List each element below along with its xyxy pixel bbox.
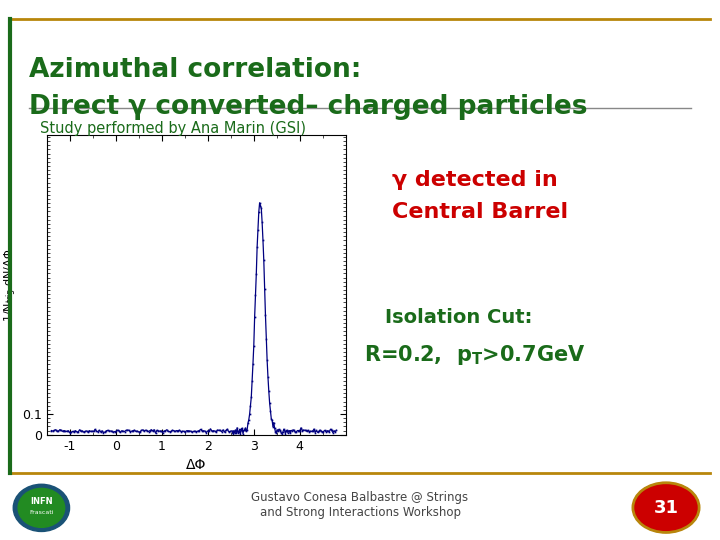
Text: γ detected in: γ detected in — [392, 170, 558, 190]
Text: Azimuthal correlation:: Azimuthal correlation: — [29, 57, 361, 83]
Y-axis label: 1/N$_\mathrm{trig}$ dN/ΔΦ: 1/N$_\mathrm{trig}$ dN/ΔΦ — [3, 248, 19, 321]
Text: R=0.2,  $\mathbf{p_T}$>0.7GeV: R=0.2, $\mathbf{p_T}$>0.7GeV — [364, 343, 585, 367]
Circle shape — [633, 483, 699, 532]
Text: Direct γ converted– charged particles: Direct γ converted– charged particles — [29, 94, 588, 120]
Text: Gustavo Conesa Balbastre @ Strings
and Strong Interactions Workshop: Gustavo Conesa Balbastre @ Strings and S… — [251, 491, 469, 519]
Text: Central Barrel: Central Barrel — [392, 202, 569, 222]
Text: Isolation Cut:: Isolation Cut: — [385, 308, 533, 327]
Text: INFN: INFN — [30, 497, 53, 505]
X-axis label: ΔΦ: ΔΦ — [186, 458, 207, 472]
Circle shape — [13, 484, 70, 531]
Text: 31: 31 — [654, 498, 678, 517]
Text: Study performed by Ana Marin (GSI): Study performed by Ana Marin (GSI) — [40, 122, 305, 137]
Circle shape — [18, 488, 65, 528]
Text: Frascati: Frascati — [29, 510, 54, 516]
